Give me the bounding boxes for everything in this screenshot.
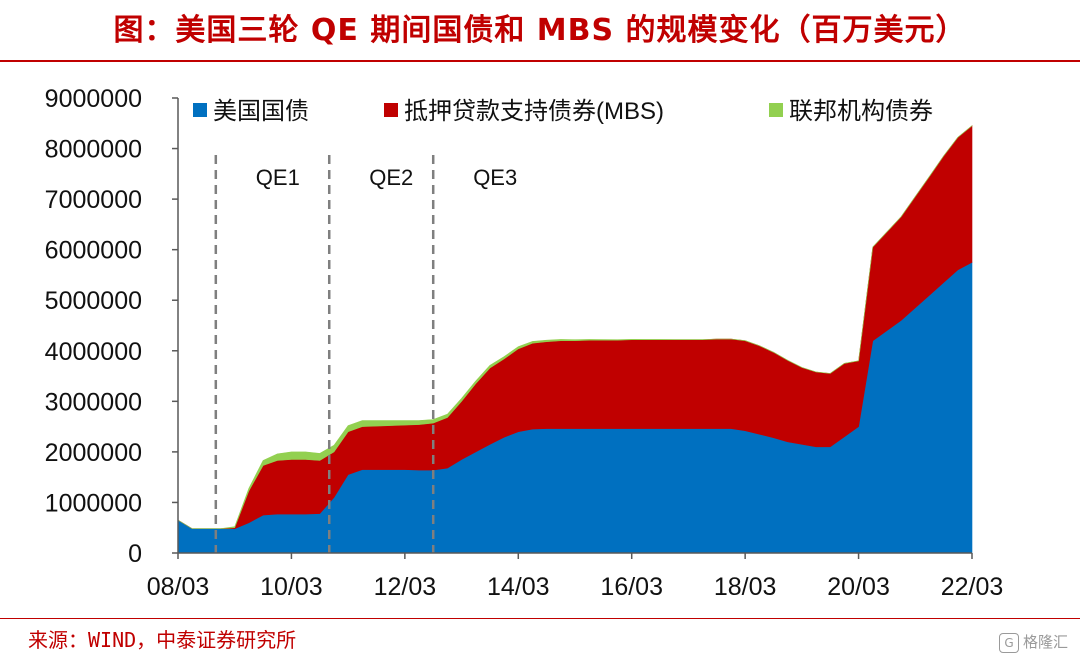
watermark-text: 格隆汇 (1022, 633, 1068, 651)
legend-item-treasury: 美国国债 (193, 98, 309, 125)
x-tick-label: 12/03 (374, 573, 437, 601)
qe-marker-layer: QE1 QE2 QE3 (214, 155, 517, 553)
y-axis: 0 1000000 2000000 3000000 4000000 5000000 6000… (45, 85, 179, 568)
x-tick-label: 10/03 (260, 573, 323, 601)
chart-title: 图：美国三轮 QE 期间国债和 MBS 的规模变化（百万美元） (0, 0, 1080, 62)
y-tick-label: 2000000 (45, 439, 142, 467)
legend-swatch (384, 103, 398, 117)
y-tick-label: 7000000 (45, 186, 142, 214)
y-tick-label: 9000000 (45, 85, 142, 113)
y-tick-label: 6000000 (45, 237, 142, 265)
y-tick-label: 3000000 (45, 388, 142, 416)
x-axis: 08/03 10/03 12/03 14/03 16/03 18/03 20/03 22/03 (147, 552, 1004, 601)
y-tick-label: 4000000 (45, 338, 142, 366)
y-tick-label: 1000000 (45, 489, 142, 517)
watermark: G 格隆汇 (998, 630, 1068, 654)
qe-label: QE2 (369, 165, 413, 190)
legend-item-agency: 联邦机构债券 (769, 98, 933, 125)
x-tick-label: 20/03 (827, 573, 890, 601)
area-agency (177, 125, 973, 529)
source-note: 来源：WIND，中泰证券研究所 (28, 628, 297, 652)
y-tick-label: 5000000 (45, 287, 142, 315)
qe-label: QE1 (256, 165, 300, 190)
qe-label: QE3 (473, 165, 517, 190)
legend-swatch (769, 103, 783, 117)
y-tick-label: 8000000 (45, 136, 142, 164)
watermark-logo-icon: G (998, 632, 1019, 653)
x-tick-label: 18/03 (714, 573, 777, 601)
legend-label: 联邦机构债券 (789, 98, 933, 125)
x-tick-label: 14/03 (487, 573, 550, 601)
x-tick-label: 22/03 (941, 573, 1004, 601)
legend: 美国国债 抵押贷款支持债券(MBS) 联邦机构债券 (193, 98, 933, 125)
legend-label: 美国国债 (213, 98, 309, 125)
legend-label: 抵押贷款支持债券(MBS) (404, 98, 664, 125)
chart: QE1 QE2 QE3 0 1000000 2000000 3000000 4000000 5… (45, 85, 1004, 601)
legend-swatch (193, 103, 207, 117)
source-divider (0, 618, 1080, 619)
legend-item-mbs: 抵押贷款支持债券(MBS) (384, 98, 664, 125)
y-tick-label: 0 (128, 540, 142, 568)
x-tick-label: 08/03 (147, 573, 210, 601)
x-tick-label: 16/03 (600, 573, 663, 601)
